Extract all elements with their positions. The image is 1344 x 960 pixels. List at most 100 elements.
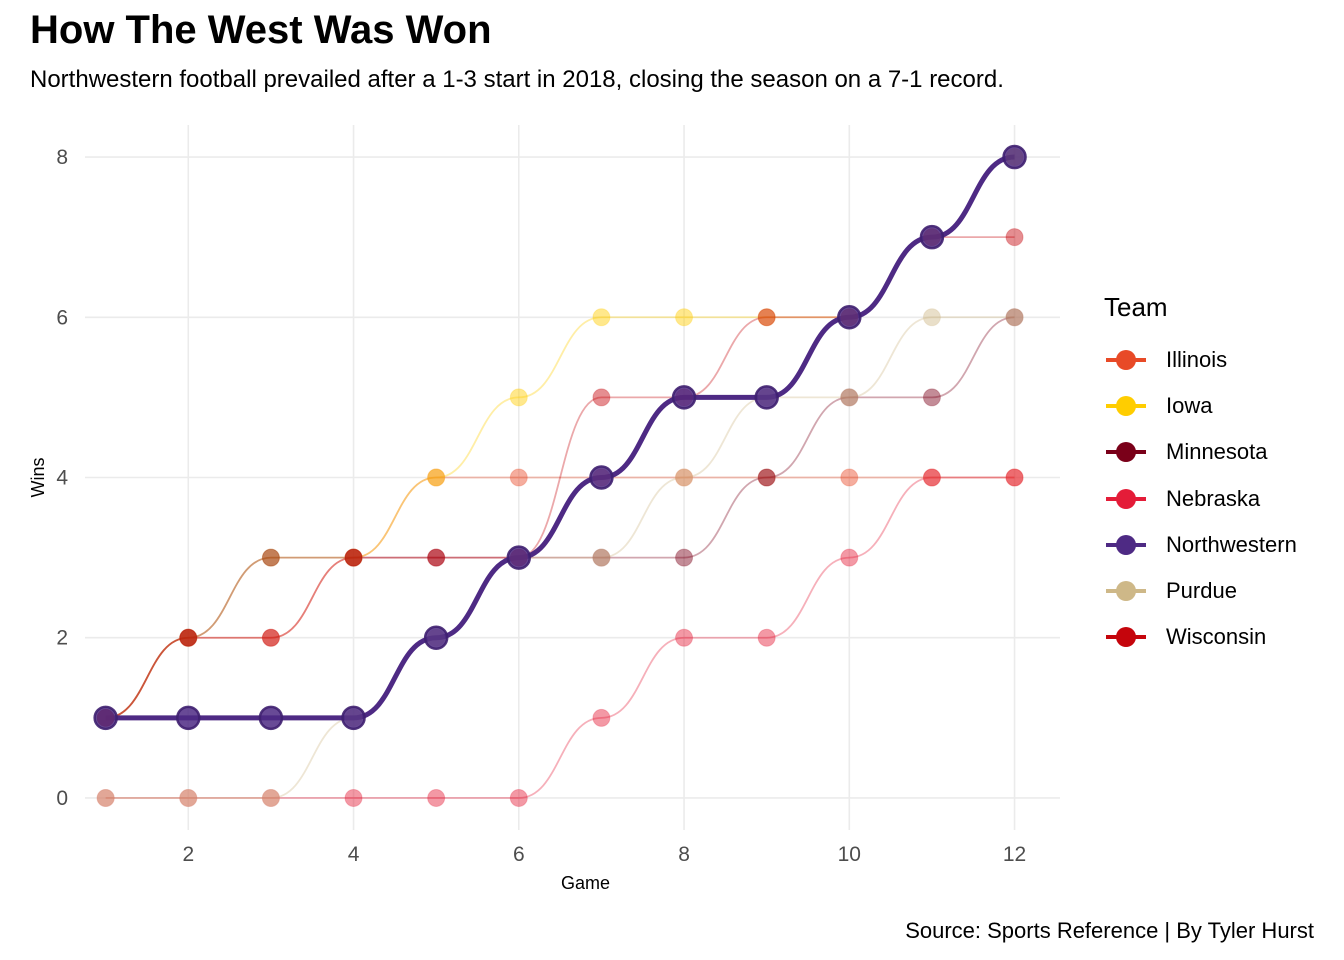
chart-subtitle: Northwestern football prevailed after a … [30,66,1004,93]
y-tick-label: 4 [56,467,68,490]
chart-title: How The West Was Won [30,8,492,52]
legend-key-minnesota [1104,442,1148,463]
legend-item-northwestern: Northwestern [1104,522,1297,568]
legend-item-minnesota: Minnesota [1104,429,1297,475]
data-point-nebraska [675,628,694,647]
data-point-northwestern [919,224,945,250]
x-tick-label: 8 [678,843,690,866]
legend-item-nebraska: Nebraska [1104,476,1297,522]
series-points [93,144,1027,807]
data-point-illinois [509,468,528,487]
series-line-iowa [105,156,1015,719]
data-point-illinois [261,628,280,647]
data-point-wisconsin [757,308,776,327]
data-point-wisconsin [179,628,198,647]
data-point-illinois [840,468,859,487]
data-point-nebraska [1005,468,1024,487]
data-point-northwestern [589,465,614,490]
data-point-purdue [922,308,941,327]
y-tick-label: 2 [56,627,68,650]
data-point-iowa [509,388,528,407]
data-point-northwestern [176,705,201,731]
data-point-minnesota [1005,308,1024,327]
legend-title: Team [1104,292,1168,322]
data-point-northwestern [754,385,779,410]
data-point-illinois [427,468,446,487]
data-point-nebraska [757,628,776,647]
data-point-purdue [1005,308,1024,327]
data-point-minnesota [757,468,776,487]
legend-item-illinois: Illinois [1104,337,1297,383]
data-point-nebraska [96,788,115,807]
data-point-northwestern [423,625,449,650]
legend-key-wisconsin [1104,627,1148,648]
data-point-iowa [261,548,280,567]
data-point-iowa [675,308,694,327]
data-point-wisconsin [427,548,446,567]
data-point-nebraska [179,788,198,807]
data-point-minnesota [344,548,363,567]
data-point-purdue [675,468,694,487]
series-line-illinois [105,476,1015,719]
x-tick-label: 2 [182,843,194,866]
series-line-northwestern [105,154,1015,721]
grid-lines [85,125,1060,830]
data-point-nebraska [427,788,446,807]
x-tick-label: 12 [1003,843,1026,866]
data-point-purdue [179,788,198,807]
chart-caption: Source: Sports Reference | By Tyler Hurs… [905,918,1314,943]
data-point-minnesota [261,548,280,567]
data-point-illinois [757,468,776,487]
y-tick-label: 8 [56,146,68,169]
data-point-illinois [675,468,694,487]
data-point-illinois [1005,468,1024,487]
data-point-minnesota [427,548,446,567]
data-point-minnesota [675,548,694,567]
legend-item-wisconsin: Wisconsin [1104,614,1297,660]
data-point-northwestern [341,705,366,731]
data-point-northwestern [258,705,284,731]
data-point-purdue [96,788,115,807]
data-point-northwestern [93,705,118,731]
legend-label: Purdue [1166,578,1237,604]
legend-label: Illinois [1166,347,1228,373]
data-point-nebraska [344,788,363,807]
legend-key-illinois [1104,350,1148,371]
data-point-illinois [179,628,198,647]
x-axis-title: Game [561,873,610,893]
legend-key-nebraska [1104,488,1148,509]
legend-label: Wisconsin [1166,624,1267,650]
data-point-iowa [592,308,611,327]
data-point-nebraska [261,788,280,807]
data-point-northwestern [671,385,697,410]
data-point-northwestern [837,305,862,330]
tick-labels: 2 4 6 8 10 12 0 2 4 6 8 [56,146,1026,866]
data-point-wisconsin [261,628,280,647]
x-tick-label: 4 [348,843,360,866]
x-tick-label: 6 [513,843,525,866]
data-point-illinois [922,468,941,487]
y-axis-title: Wins [28,458,48,498]
x-tick-label: 10 [838,843,861,866]
data-point-iowa [427,468,446,487]
y-tick-label: 0 [56,787,68,810]
data-point-nebraska [922,468,941,487]
data-point-wisconsin [592,388,611,407]
legend-key-iowa [1104,396,1148,417]
data-point-iowa [179,628,198,647]
data-point-iowa [344,548,363,567]
data-point-wisconsin [344,548,363,567]
legend-items: Illinois Iowa Minnesota Nebraska Northwester… [1104,337,1297,660]
series-line-nebraska [105,476,1015,799]
legend-label: Northwestern [1166,531,1297,557]
data-point-wisconsin [1005,228,1024,247]
data-point-minnesota [179,628,198,647]
legend-item-purdue: Purdue [1104,568,1297,614]
data-point-minnesota [922,388,941,407]
data-point-purdue [592,548,611,567]
legend-item-iowa: Iowa [1104,383,1297,429]
data-point-minnesota [592,548,611,567]
data-point-nebraska [509,788,528,807]
legend-key-northwestern [1104,534,1148,555]
